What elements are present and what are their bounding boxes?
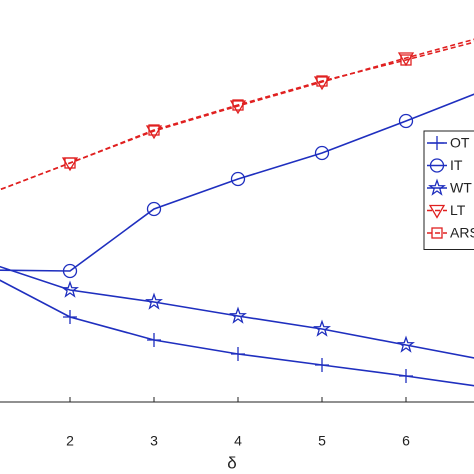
marker <box>400 54 412 66</box>
marker <box>399 369 414 383</box>
marker <box>313 76 331 91</box>
legend-label: OT <box>450 135 470 151</box>
legend-box <box>423 130 474 250</box>
marker <box>397 52 415 67</box>
marker <box>229 306 247 324</box>
marker <box>314 145 330 161</box>
legend-marker <box>428 178 446 196</box>
marker <box>145 292 163 310</box>
marker <box>231 347 245 361</box>
marker <box>315 358 329 372</box>
marker <box>61 280 79 298</box>
legend-label: LT <box>450 202 466 218</box>
marker <box>148 124 160 136</box>
legend-label: WT <box>450 180 472 196</box>
series-line <box>0 41 474 191</box>
marker <box>230 171 246 187</box>
legend-marker <box>430 136 444 150</box>
marker <box>316 75 328 87</box>
marker <box>313 319 331 337</box>
marker <box>62 263 78 279</box>
x-axis-label: δ <box>227 453 236 472</box>
x-tick-label: 2 <box>66 433 74 449</box>
legend-marker <box>428 204 446 219</box>
series-line <box>0 93 474 272</box>
marker <box>232 99 244 111</box>
legend-label: ARS <box>450 225 474 241</box>
marker <box>398 113 414 129</box>
series-line <box>0 265 474 359</box>
plot-area <box>0 38 474 387</box>
x-tick-label: 5 <box>318 433 326 449</box>
x-tick-label: 3 <box>150 433 158 449</box>
marker <box>146 333 161 347</box>
marker <box>146 201 162 217</box>
legend-marker <box>431 227 443 239</box>
marker <box>62 310 77 324</box>
legend-marker <box>429 158 445 173</box>
marker <box>397 335 415 353</box>
x-tick-label: 4 <box>234 433 242 449</box>
legend-label: IT <box>450 157 463 173</box>
x-tick-label: 6 <box>402 433 410 449</box>
marker <box>64 157 76 169</box>
marker <box>229 100 247 115</box>
